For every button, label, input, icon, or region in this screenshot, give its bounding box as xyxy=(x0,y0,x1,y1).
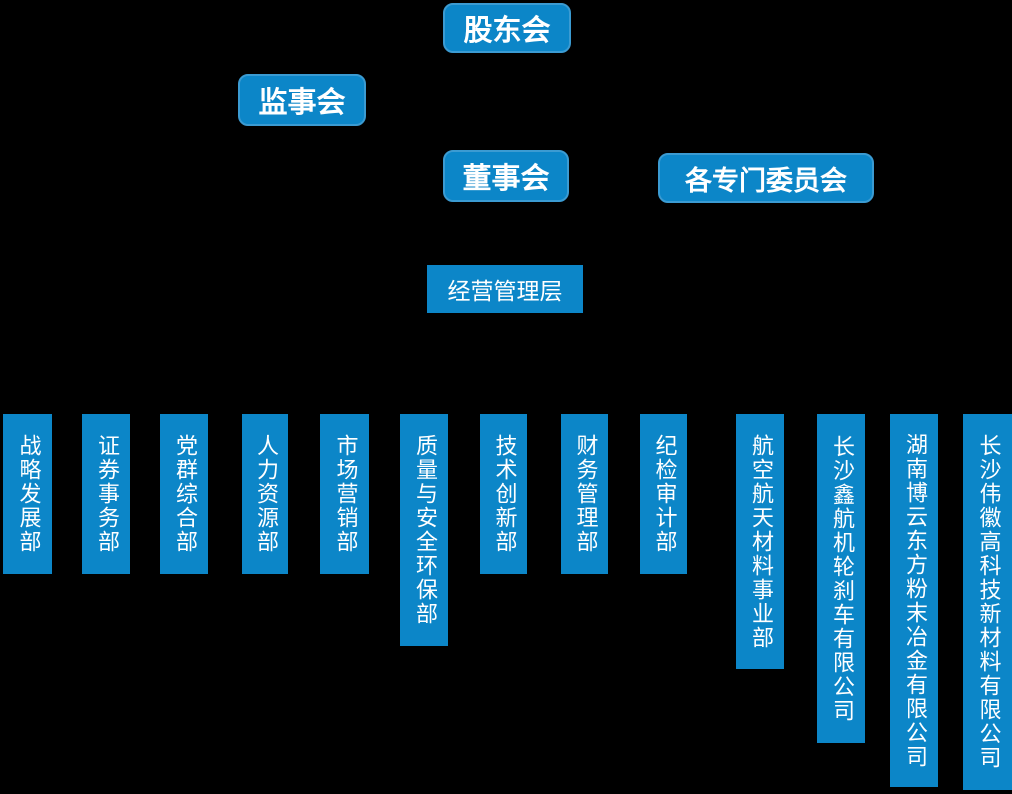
org-node-special-committees: 各专门委员会 xyxy=(658,153,874,203)
org-node-board-of-directors: 董事会 xyxy=(443,150,569,202)
org-node-department: 质量与安全环保部 xyxy=(400,414,448,646)
department-label: 市场营销部 xyxy=(332,434,358,554)
department-label: 湖南博云东方粉末冶金有限公司 xyxy=(902,432,927,769)
org-node-department: 证券事务部 xyxy=(82,414,130,574)
department-label: 长沙伟徽高科技新材料有限公司 xyxy=(975,434,1001,770)
org-node-subsidiary: 湖南博云东方粉末冶金有限公司 xyxy=(890,414,938,787)
org-node-subsidiary: 长沙鑫航机轮刹车有限公司 xyxy=(817,414,865,743)
org-node-business-division: 航空航天材料事业部 xyxy=(736,414,784,669)
department-label: 质量与安全环保部 xyxy=(412,434,437,626)
department-label: 航空航天材料事业部 xyxy=(748,433,773,650)
department-label: 财务管理部 xyxy=(572,434,598,554)
department-label: 长沙鑫航机轮刹车有限公司 xyxy=(829,434,854,723)
department-label: 技术创新部 xyxy=(491,434,517,554)
org-node-department: 市场营销部 xyxy=(320,414,369,574)
department-label: 人力资源部 xyxy=(253,434,278,554)
department-label: 战略发展部 xyxy=(15,434,41,554)
org-node-management-layer: 经营管理层 xyxy=(427,265,583,313)
department-label: 纪检审计部 xyxy=(651,434,677,554)
org-node-department: 人力资源部 xyxy=(242,414,288,574)
org-node-supervisory-board: 监事会 xyxy=(238,74,366,126)
org-node-subsidiary: 长沙伟徽高科技新材料有限公司 xyxy=(963,414,1012,790)
org-node-department: 技术创新部 xyxy=(480,414,527,574)
org-node-shareholders: 股东会 xyxy=(443,3,571,53)
department-label: 党群综合部 xyxy=(172,434,197,554)
org-node-department: 纪检审计部 xyxy=(640,414,687,574)
org-node-department: 党群综合部 xyxy=(160,414,208,574)
org-node-department: 财务管理部 xyxy=(561,414,608,574)
org-node-department: 战略发展部 xyxy=(3,414,52,574)
department-label: 证券事务部 xyxy=(94,434,119,554)
